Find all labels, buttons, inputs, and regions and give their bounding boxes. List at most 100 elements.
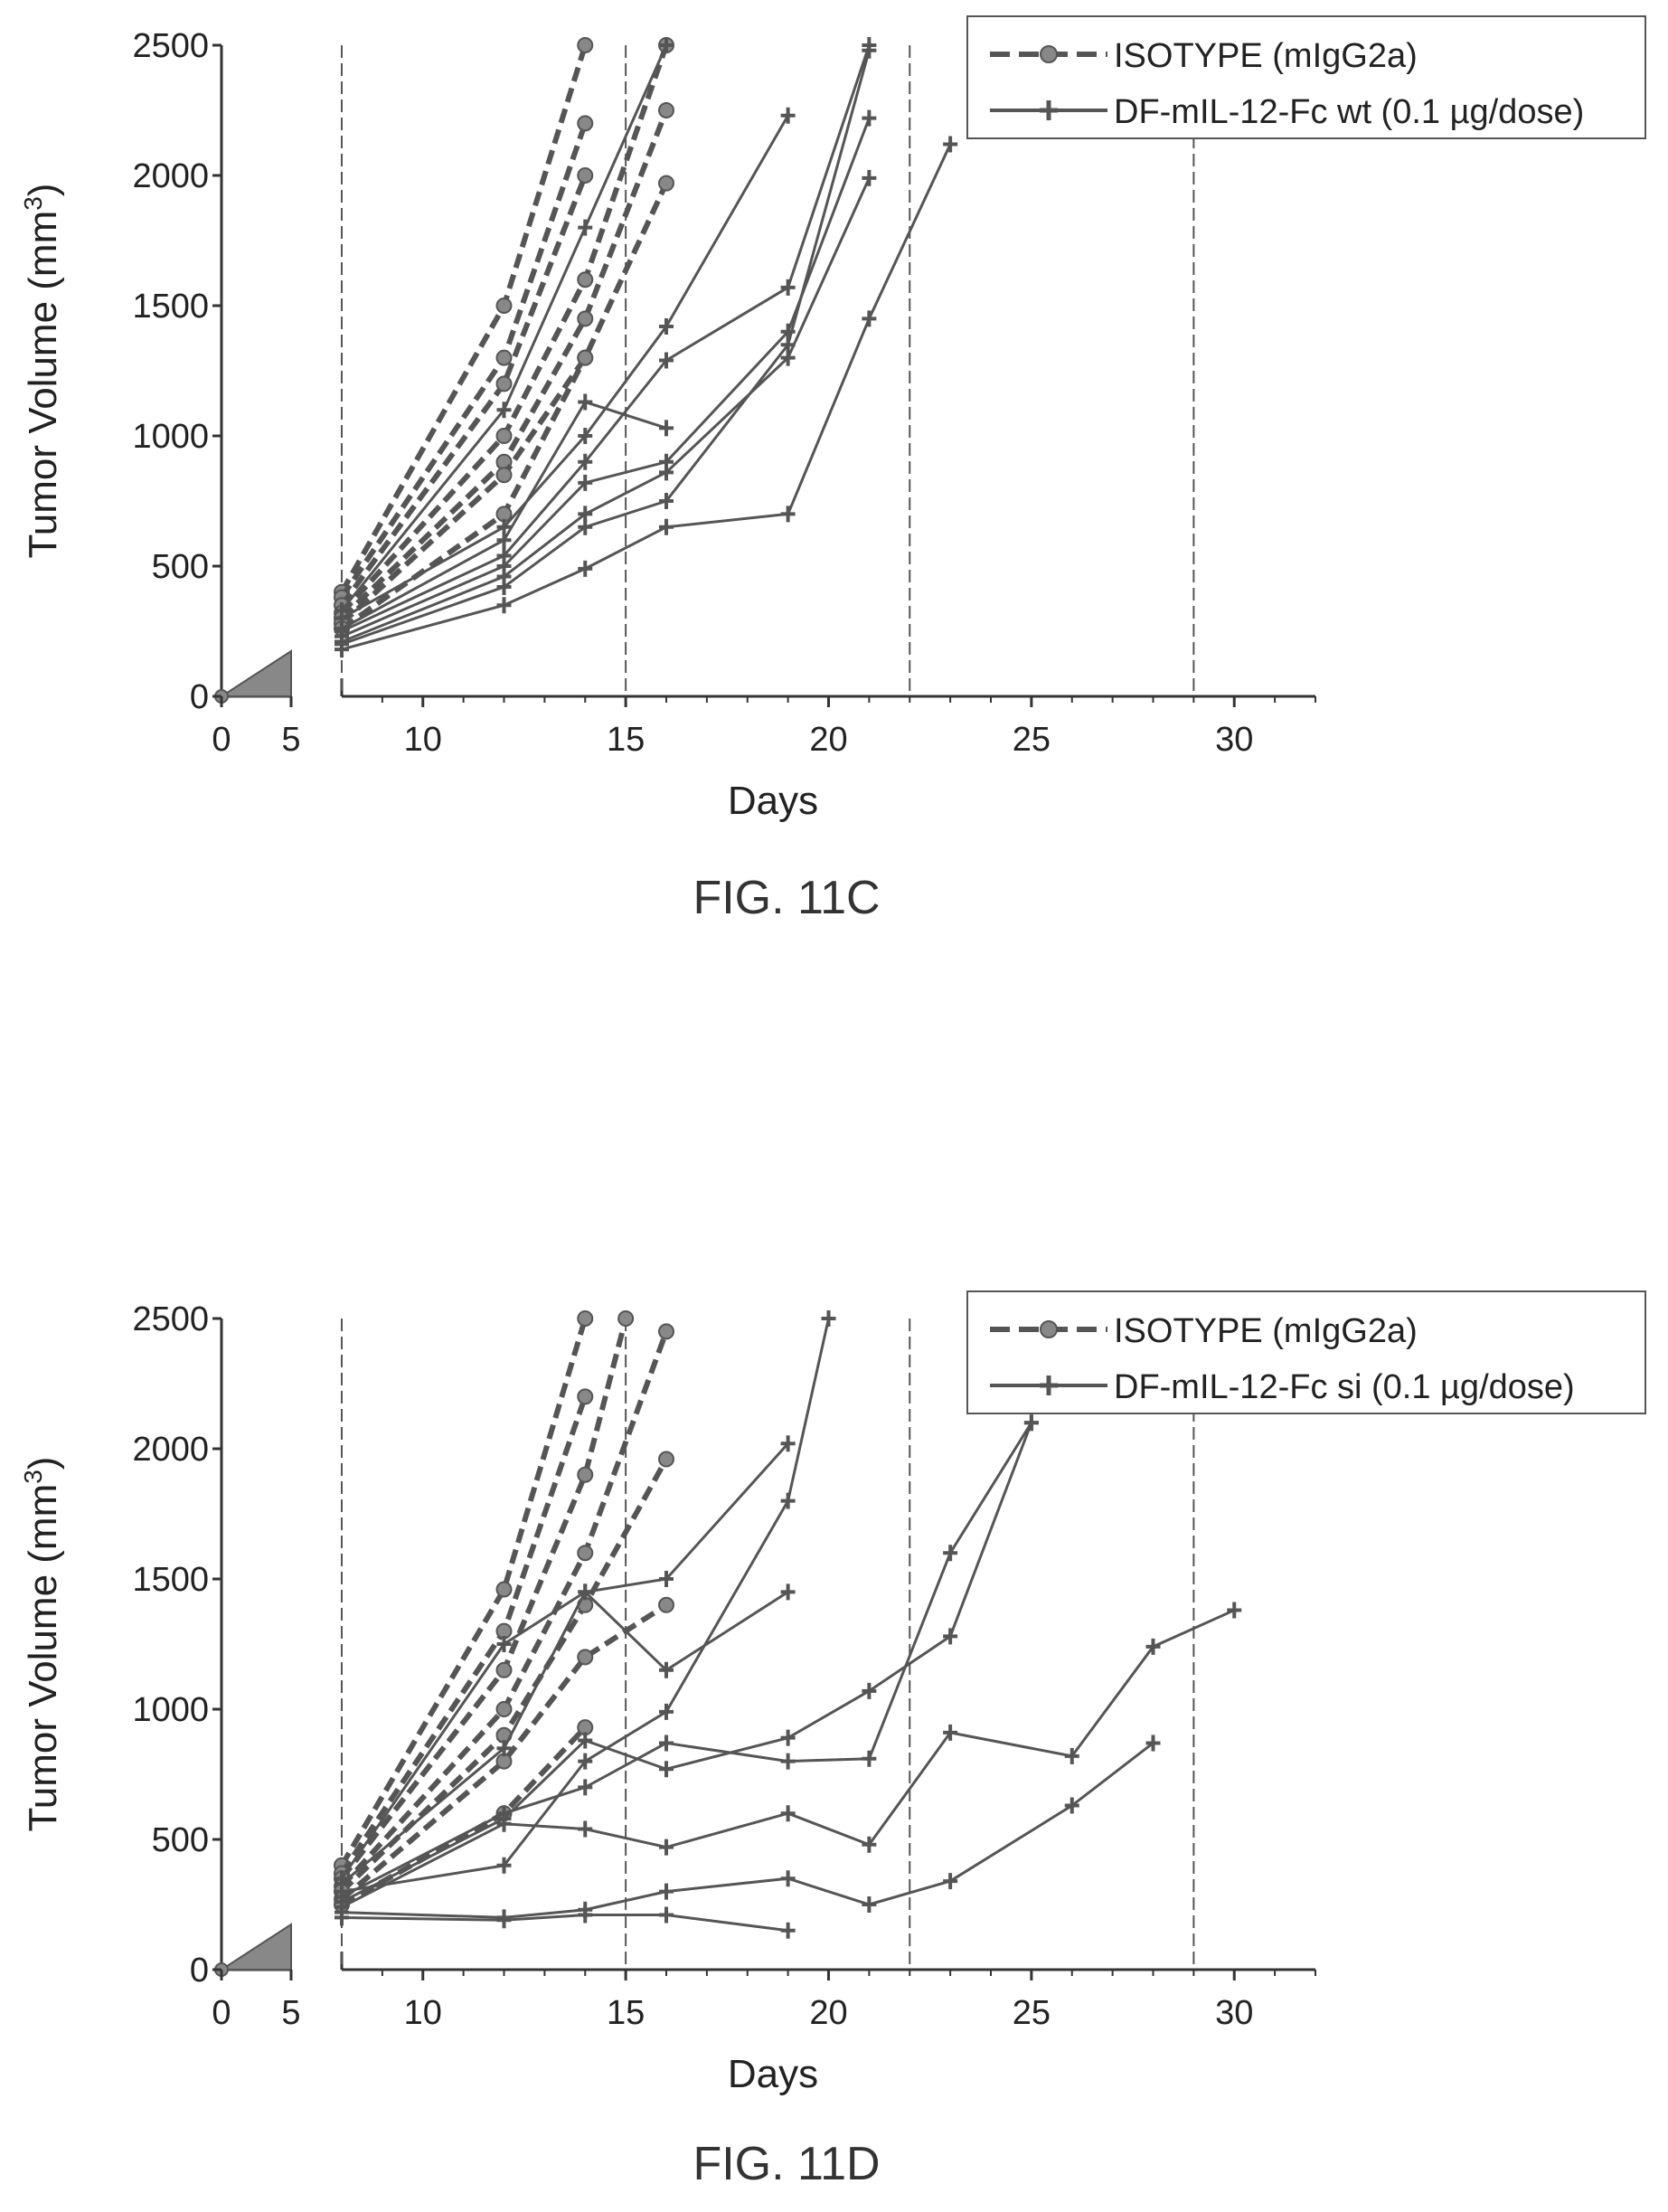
data-point (496, 1740, 512, 1757)
y-tick-label: 0 (190, 678, 209, 716)
data-point (862, 1682, 877, 1699)
data-point (659, 1661, 674, 1678)
x-tick-label: 5 (281, 721, 300, 759)
data-point (496, 1815, 512, 1832)
data-point (578, 393, 593, 411)
y-axis-label-tail: ) (21, 1457, 65, 1470)
data-point (577, 271, 594, 288)
data-point (780, 1870, 796, 1887)
series-line-12 (341, 177, 871, 643)
data-point (780, 1583, 796, 1601)
data-point (577, 1310, 594, 1327)
data-point (495, 1661, 513, 1678)
data-point (780, 1729, 796, 1746)
data-point (659, 420, 674, 437)
data-point (577, 349, 594, 366)
data-point (780, 1492, 796, 1509)
data-point (495, 428, 513, 444)
data-point (578, 518, 593, 535)
data-point (658, 175, 674, 192)
data-point (495, 1581, 513, 1598)
data-point (780, 1805, 796, 1822)
data-point (659, 1571, 674, 1587)
data-point (577, 1649, 594, 1666)
series-line-3 (339, 44, 669, 615)
data-point (821, 1310, 836, 1327)
data-point (578, 474, 593, 491)
y-tick-label: 500 (152, 1821, 209, 1859)
data-point (780, 1922, 796, 1939)
series-line-12 (341, 1609, 1235, 1909)
series-line-5 (339, 182, 669, 626)
x-tick-label: 20 (809, 721, 847, 759)
x-tick-label: 10 (404, 721, 442, 759)
dosing-wedge (218, 1923, 292, 1971)
legend-marker-1 (1040, 1375, 1058, 1395)
x-axis-label: Days (728, 2052, 818, 2096)
data-point (943, 1873, 958, 1890)
data-point (943, 1628, 958, 1645)
y-tick-label: 2500 (132, 1300, 209, 1338)
series-line-4 (339, 109, 669, 620)
y-axis-label: Tumor Volume (mm3) (19, 184, 65, 559)
series-line-9 (341, 400, 667, 630)
data-point (496, 532, 512, 549)
y-axis-label-main: Tumor Volume (mm (21, 211, 65, 559)
y-axis-label-superscript: 3 (19, 1470, 47, 1484)
series-line-14 (341, 1914, 788, 1933)
data-point (780, 1435, 796, 1452)
x-tick-label: 20 (809, 1994, 847, 2032)
y-tick-label: 1000 (132, 418, 209, 456)
data-point (1064, 1747, 1079, 1764)
x-tick-label: 30 (1215, 721, 1253, 759)
data-point (577, 310, 594, 327)
data-point (862, 310, 877, 327)
series-line-7 (340, 44, 668, 611)
data-point (659, 318, 674, 336)
data-point (496, 597, 512, 614)
data-point (659, 1735, 674, 1752)
data-point (862, 42, 877, 59)
x-tick-label: 0 (212, 721, 231, 759)
y-tick-label: 1000 (132, 1691, 209, 1729)
data-point (496, 1636, 512, 1652)
y-axis-label-main: Tumor Volume (mm (21, 1484, 65, 1832)
data-point (578, 1732, 593, 1749)
x-tick-label: 5 (281, 1994, 300, 2032)
data-point (658, 1451, 674, 1468)
legend-marker-0 (1040, 45, 1058, 63)
data-point (943, 1724, 958, 1741)
data-point (335, 641, 349, 658)
data-point (496, 579, 512, 596)
series-line-13 (341, 1742, 1154, 1919)
x-tick-label: 25 (1013, 721, 1051, 759)
data-point (659, 493, 674, 509)
data-point (578, 428, 593, 444)
series-line-10 (341, 44, 871, 633)
y-axis-label: Tumor Volume (mm3) (19, 1457, 65, 1832)
data-point (495, 467, 513, 484)
data-point (780, 506, 796, 523)
data-point (659, 1839, 674, 1856)
data-point (1023, 1414, 1039, 1432)
legend-label-1: DF-mIL-12-Fc wt (0.1 µg/dose) (1114, 93, 1584, 131)
series-line-11 (341, 1422, 1033, 1904)
data-point (577, 37, 594, 53)
y-tick-label: 1500 (132, 1561, 209, 1599)
data-point (659, 1761, 674, 1778)
data-point (495, 298, 513, 314)
series-line-2 (339, 1318, 629, 1881)
y-tick-label: 2000 (132, 157, 209, 195)
y-axis-label-tail: ) (21, 184, 65, 197)
data-point (1145, 1735, 1161, 1752)
series-line-3 (339, 1330, 669, 1888)
data-point (577, 167, 594, 184)
data-point (578, 1583, 593, 1601)
y-tick-label: 500 (152, 548, 209, 586)
data-point (495, 1701, 513, 1717)
chart-fig-11c: 0 500 1000 1500 2000 2500 0 5 10 15 20 25 30 Days Tumo… (19, 15, 1646, 924)
y-tick-label: 1500 (132, 288, 209, 326)
data-point (577, 1545, 594, 1562)
y-tick-label: 0 (190, 1952, 209, 1990)
